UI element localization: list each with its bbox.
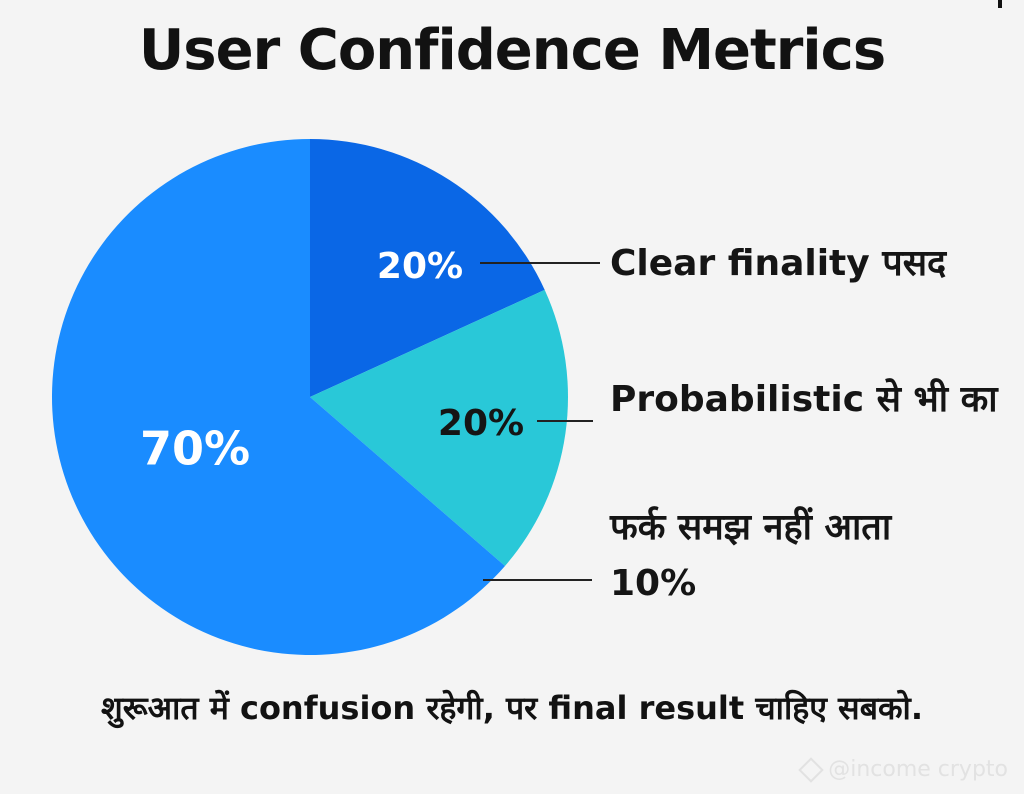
legend-label-no-difference: फर्क समझ नहीं आता xyxy=(610,507,892,548)
pie-slice-clear-finality xyxy=(310,139,545,397)
legend-value-extra: 10% xyxy=(610,563,697,604)
slice-value-label-probabilistic: 20% xyxy=(438,403,524,444)
chart-title: User Confidence Metrics xyxy=(138,18,886,83)
watermark-logo-icon xyxy=(798,757,824,783)
slice-value-label-clear-finality: 20% xyxy=(377,246,463,287)
legend-label-probabilistic: Probabilistic से भी का xyxy=(610,379,998,420)
watermark: @income crypto xyxy=(798,757,1008,783)
slice-value-label-no-difference: 70% xyxy=(140,422,250,476)
pie-slice-probabilistic xyxy=(310,289,569,566)
watermark-text: @income crypto xyxy=(828,757,1008,782)
corner-mark xyxy=(998,0,1002,8)
pie-slice-no-difference xyxy=(51,138,505,655)
caption: शुरूआत में confusion रहेगी, पर final res… xyxy=(100,689,923,727)
legend-label-clear-finality: Clear finality पसद xyxy=(610,243,947,284)
